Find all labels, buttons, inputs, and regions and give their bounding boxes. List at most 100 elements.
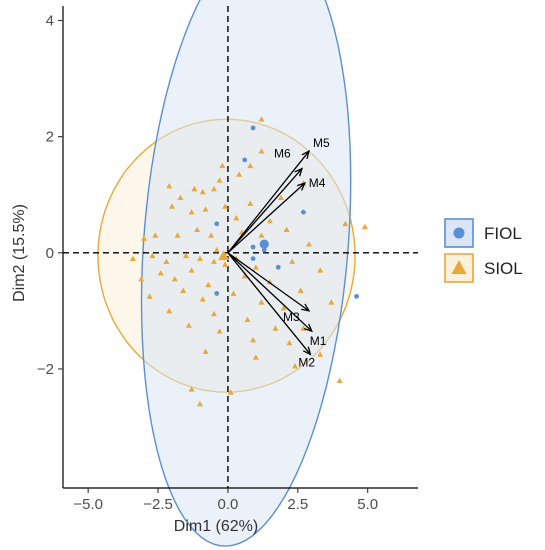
point-siol [205,281,212,288]
variable-vectors: M5 M6 M4 M3 M1 M2 [227,136,330,369]
y-tick-label: 4 [46,13,54,30]
centroid-fiol [259,239,269,249]
y-tick-label: −2 [37,361,54,378]
legend-label-fiol: FIOL [484,224,522,243]
point-siol [129,255,136,262]
point-siol [177,194,184,201]
point-siol [166,307,173,314]
point-fiol [214,291,220,296]
point-siol [258,148,265,154]
y-axis-title: Dim2 (15.5%) [11,204,28,302]
point-fiol [250,125,256,131]
vector-m2 [227,252,311,355]
point-siol [258,299,265,305]
vector-m6 [227,168,303,254]
point-fiol [250,256,256,262]
point-fiol [354,293,359,299]
legend-triangle-icon [451,260,467,274]
point-siol [219,162,226,169]
point-siol [258,116,265,122]
point-siol [317,267,324,273]
x-tick-label: 5.0 [357,496,378,513]
point-siol [258,232,265,238]
point-siol [166,183,173,189]
point-siol [222,203,229,209]
legend-circle-icon [453,227,465,239]
arrowhead-m6 [294,167,304,177]
point-siol [328,299,335,305]
point-siol [141,235,148,241]
arrowhead-m4 [296,182,306,191]
point-fiol [261,247,267,253]
point-siol [361,223,368,230]
arrowhead-m5 [301,149,310,160]
reference-lines [63,6,418,488]
point-siol [213,246,220,253]
point-siol [157,270,164,276]
point-fiol [250,244,256,250]
point-siol [191,185,198,192]
point-siol [196,400,203,407]
point-siol [297,287,304,293]
point-siol [247,162,254,169]
point-siol [210,310,217,317]
point-siol [342,220,349,227]
point-siol [289,258,296,264]
centroid-siol [218,250,230,261]
point-siol [202,348,209,354]
point-siol [188,386,195,392]
point-siol [208,232,215,238]
point-siol [278,194,285,201]
point-siol [180,287,187,293]
point-siol [216,177,223,183]
ellipse-fiol [140,0,352,547]
arrowhead-m1 [304,323,313,333]
point-siol [336,377,343,383]
point-siol [233,214,240,221]
arrowhead-m2 [302,346,312,356]
vector-m3 [227,252,310,312]
point-siol [188,267,195,273]
vector-label-m1: M1 [310,334,327,348]
y-tick-label: 0 [46,245,54,262]
point-siol [146,293,153,299]
point-siol [286,339,293,346]
point-fiol [242,157,248,163]
x-tick-label: −2.5 [143,496,173,513]
point-siol [317,351,324,357]
axes: −5.0 −2.5 0.0 2.5 5.0 −2 0 2 4 [37,6,418,513]
point-fiol [214,221,220,227]
point-siol [266,217,273,224]
vector-m5 [227,150,310,254]
legend-label-siol: SIOL [484,259,523,278]
point-siol [247,200,254,206]
point-siol [210,185,217,192]
point-siol [280,304,287,311]
point-siol [252,264,259,270]
vector-label-m2: M2 [298,355,315,369]
point-siol [188,209,195,215]
point-siol [138,275,145,282]
point-siol [210,258,217,264]
x-axis-title: Dim1 (62%) [174,518,258,535]
point-siol [194,226,201,232]
point-siol [236,171,243,177]
point-siol [174,232,181,238]
vector-label-m5: M5 [313,136,330,150]
x-tick-label: 2.5 [287,496,308,513]
point-siol [241,273,248,279]
point-siol [230,290,237,296]
point-siol [216,328,223,334]
vector-label-m3: M3 [283,310,300,324]
point-siol [266,278,273,285]
point-siol [169,203,176,209]
point-siol [202,206,209,212]
point-siol [152,232,159,238]
point-siol [244,316,251,322]
point-siol [199,188,206,195]
point-siol [196,255,203,262]
point-siol [305,241,312,247]
point-siol [292,363,299,369]
point-siol [171,275,178,282]
point-siol [227,389,234,395]
